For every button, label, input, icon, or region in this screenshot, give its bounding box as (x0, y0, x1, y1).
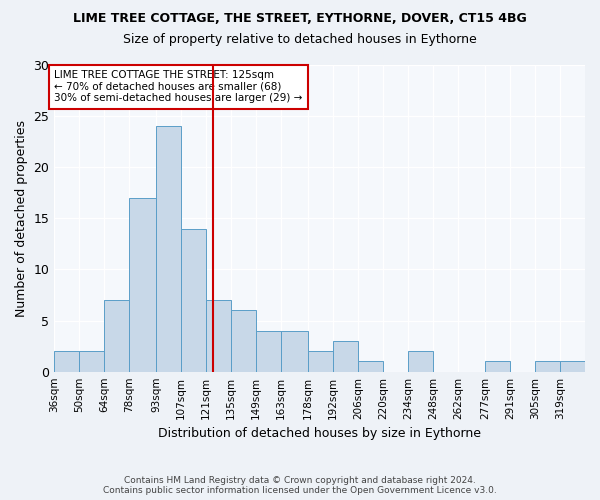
Bar (231, 310, 256, 372)
Bar (485, 362, 510, 372)
Text: LIME TREE COTTAGE THE STREET: 125sqm
← 70% of detached houses are smaller (68)
3: LIME TREE COTTAGE THE STREET: 125sqm ← 7… (54, 70, 302, 103)
Bar (358, 362, 383, 372)
Bar (104, 300, 130, 372)
Text: Contains HM Land Registry data © Crown copyright and database right 2024.
Contai: Contains HM Land Registry data © Crown c… (103, 476, 497, 495)
Bar (181, 228, 206, 372)
Bar (54, 351, 79, 372)
Bar (256, 331, 281, 372)
Bar (535, 362, 560, 372)
X-axis label: Distribution of detached houses by size in Eythorne: Distribution of detached houses by size … (158, 427, 481, 440)
Text: Size of property relative to detached houses in Eythorne: Size of property relative to detached ho… (123, 32, 477, 46)
Bar (333, 341, 358, 372)
Bar (156, 126, 181, 372)
Bar (560, 362, 585, 372)
Bar (79, 351, 104, 372)
Bar (206, 300, 231, 372)
Y-axis label: Number of detached properties: Number of detached properties (15, 120, 28, 317)
Bar (281, 331, 308, 372)
Bar (308, 351, 333, 372)
Text: LIME TREE COTTAGE, THE STREET, EYTHORNE, DOVER, CT15 4BG: LIME TREE COTTAGE, THE STREET, EYTHORNE,… (73, 12, 527, 26)
Bar (408, 351, 433, 372)
Bar (130, 198, 156, 372)
